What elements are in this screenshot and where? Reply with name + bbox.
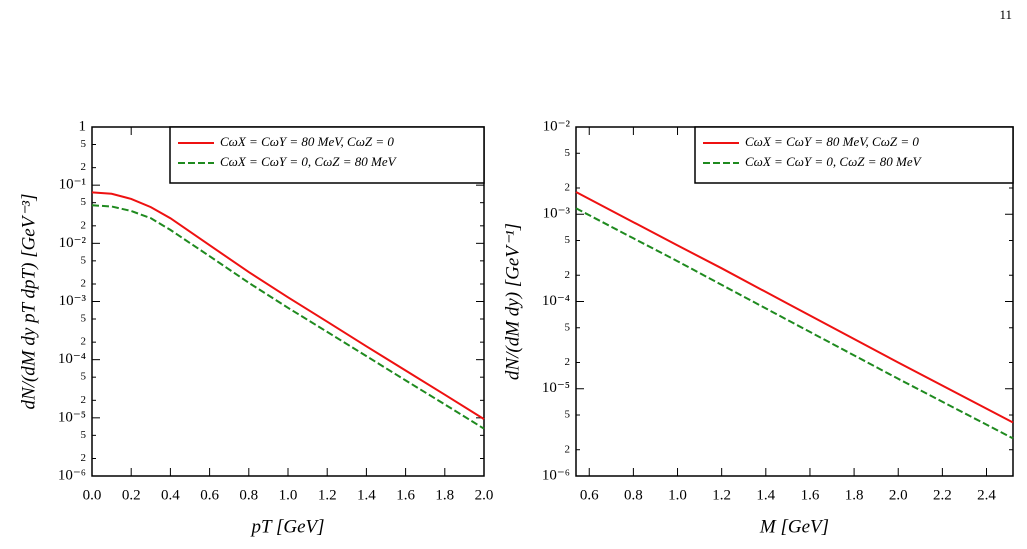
y-tick-label: 10⁻⁴ <box>542 293 570 309</box>
y-tick-label: 5 <box>565 147 571 159</box>
y-axis-label: dN/(dM dy pT dpT) [GeV⁻³] <box>18 194 39 410</box>
x-axis-label: pT [GeV] <box>249 516 324 537</box>
y-tick-label: 10⁻⁶ <box>542 467 570 483</box>
y-tick-label: 10⁻³ <box>543 206 571 222</box>
x-tick-label: 0.8 <box>624 487 643 503</box>
y-tick-label: 5 <box>565 409 571 421</box>
legend-label: CωX = CωY = 0, CωZ = 80 MeV <box>745 154 923 169</box>
x-tick-label: 1.0 <box>279 487 298 503</box>
x-tick-label: 1.2 <box>712 487 731 503</box>
y-tick-label: 2 <box>565 269 571 281</box>
x-tick-label: 2.0 <box>475 487 494 503</box>
legend-label: CωX = CωY = 80 MeV, CωZ = 0 <box>220 134 394 149</box>
y-tick-label: 5 <box>81 196 87 208</box>
legend-box <box>169 126 485 184</box>
page-number: 11 <box>999 7 1012 22</box>
y-tick-label: 1 <box>79 118 87 134</box>
y-tick-label: 5 <box>81 313 87 325</box>
y-tick-label: 10⁻⁶ <box>58 467 86 483</box>
x-tick-label: 1.6 <box>396 487 415 503</box>
legend-box <box>694 126 1014 184</box>
y-tick-label: 10⁻³ <box>59 293 87 309</box>
data-line <box>91 204 485 430</box>
y-tick-label: 5 <box>81 371 87 383</box>
y-tick-label: 10⁻² <box>543 118 571 134</box>
x-tick-label: 1.2 <box>318 487 337 503</box>
x-tick-label: 1.0 <box>668 487 687 503</box>
x-tick-label: 0.8 <box>239 487 258 503</box>
y-tick-label: 10⁻² <box>59 235 87 251</box>
y-tick-label: 2 <box>81 161 87 173</box>
y-tick-label: 5 <box>81 254 87 266</box>
y-tick-label: 5 <box>565 234 571 246</box>
legend-label: CωX = CωY = 80 MeV, CωZ = 0 <box>745 134 919 149</box>
x-tick-label: 1.4 <box>756 487 775 503</box>
y-tick-label: 2 <box>565 356 571 368</box>
y-tick-label: 10⁻⁵ <box>58 409 86 425</box>
y-tick-label: 5 <box>565 321 571 333</box>
y-tick-label: 5 <box>81 138 87 150</box>
y-tick-label: 10⁻¹ <box>59 177 86 193</box>
y-tick-label: 2 <box>565 182 571 194</box>
data-line <box>575 207 1014 440</box>
x-tick-label: 0.6 <box>580 487 599 503</box>
x-tick-label: 1.6 <box>801 487 820 503</box>
x-tick-label: 1.8 <box>435 487 454 503</box>
data-line <box>575 191 1014 424</box>
y-tick-label: 2 <box>81 219 87 231</box>
y-tick-label: 2 <box>565 443 571 455</box>
x-tick-label: 0.4 <box>161 487 180 503</box>
y-tick-label: 2 <box>81 336 87 348</box>
x-tick-label: 0.6 <box>200 487 219 503</box>
x-axis-label: M [GeV] <box>759 516 829 537</box>
y-axis-label: dN/(dM dy) [GeV⁻¹] <box>502 223 523 380</box>
y-tick-label: 10⁻⁵ <box>542 380 570 396</box>
y-tick-label: 2 <box>81 394 87 406</box>
data-line <box>91 191 485 420</box>
x-tick-label: 1.8 <box>845 487 864 503</box>
x-tick-label: 0.0 <box>83 487 102 503</box>
y-tick-label: 10⁻⁴ <box>58 351 86 367</box>
legend-label: CωX = CωY = 0, CωZ = 80 MeV <box>220 154 398 169</box>
x-tick-label: 2.4 <box>977 487 996 503</box>
x-tick-label: 2.0 <box>889 487 908 503</box>
x-tick-label: 0.2 <box>122 487 141 503</box>
y-tick-label: 5 <box>81 429 87 441</box>
x-tick-label: 1.4 <box>357 487 376 503</box>
y-tick-label: 2 <box>81 452 87 464</box>
x-tick-label: 2.2 <box>933 487 952 503</box>
y-tick-label: 2 <box>81 278 87 290</box>
